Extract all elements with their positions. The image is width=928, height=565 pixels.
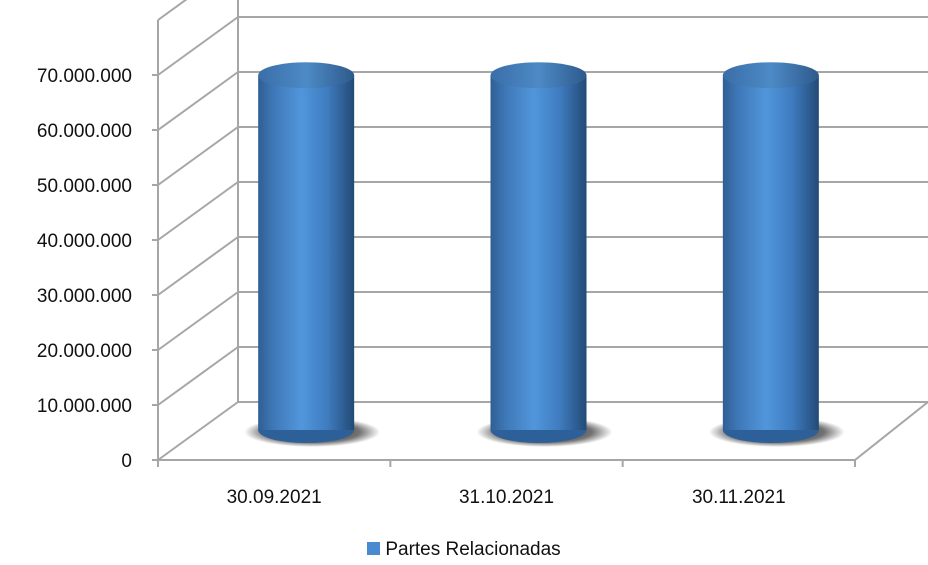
gridline-side <box>157 126 239 186</box>
y-tick-label: 30.000.000 <box>37 286 132 307</box>
y-tick-label: 0 <box>121 451 132 472</box>
bar-body <box>258 75 355 430</box>
bar-body <box>722 75 819 430</box>
bar <box>476 62 613 447</box>
legend-swatch <box>367 542 381 555</box>
y-tick-label: 20.000.000 <box>37 341 132 362</box>
y-tick-label: 10.000.000 <box>37 396 132 417</box>
gridline-side <box>157 236 239 296</box>
bar-body <box>490 75 587 430</box>
legend-label: Partes Relacionadas <box>385 539 561 560</box>
y-tick-label: 50.000.000 <box>37 176 132 197</box>
y-tick-label: 60.000.000 <box>37 121 132 142</box>
axes <box>152 74 856 467</box>
y-tick-label: 70.000.000 <box>37 66 132 87</box>
x-tick-label: 31.10.2021 <box>459 487 554 508</box>
x-tick-label: 30.11.2021 <box>692 487 786 508</box>
bar <box>708 62 845 447</box>
bar-top <box>722 62 819 89</box>
gridline-side <box>157 181 239 241</box>
gridline-side <box>157 16 239 76</box>
y-tick-label: 40.000.000 <box>37 231 132 252</box>
gridline-side <box>157 346 239 406</box>
bar-top <box>490 62 587 89</box>
bar-top <box>258 62 355 89</box>
side-wall-top-edge <box>157 0 188 21</box>
gridline-side <box>157 71 239 131</box>
gridline-side <box>157 291 239 351</box>
x-tick-label: 30.09.2021 <box>227 487 322 508</box>
bar <box>244 62 381 447</box>
x-axis-tick-labels: 30.09.2021 31.10.2021 30.11.2021 <box>227 487 786 508</box>
legend: Partes Relacionadas <box>0 538 928 562</box>
y-axis-tick-labels: 0 10.000.000 20.000.000 30.000.000 40.000.00… <box>37 66 132 472</box>
gridline-side <box>157 401 239 461</box>
bar-series <box>244 62 845 447</box>
floor-right-edge <box>854 401 928 461</box>
